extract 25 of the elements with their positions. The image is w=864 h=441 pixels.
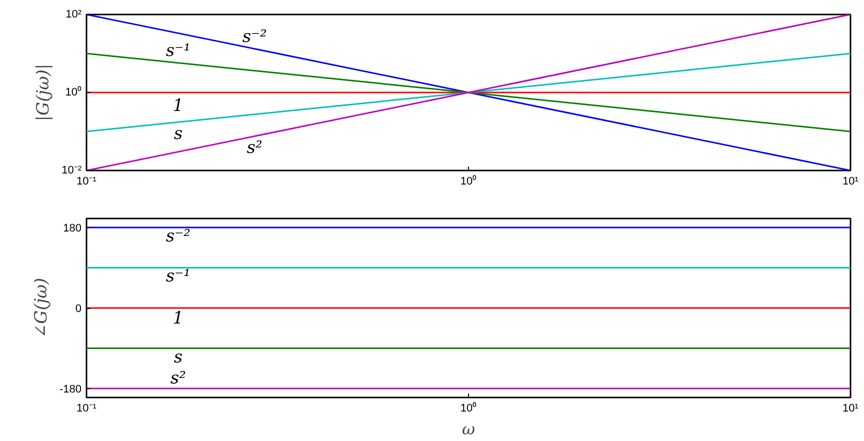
series-label: s: [174, 124, 183, 144]
y-tick-label: 0: [75, 303, 82, 315]
y-tick-label: 10²: [66, 8, 82, 20]
x-tick-label: 10¹: [842, 402, 859, 414]
y-axis-title: ∠G(jω): [31, 278, 52, 338]
series-label: s⁻²: [166, 226, 191, 246]
y-axis-title: |G(jω)|: [34, 64, 54, 122]
series-label: s²: [170, 368, 186, 389]
series-label: s⁻¹: [166, 266, 190, 287]
y-tick-label: 180: [63, 222, 82, 234]
x-tick-label: 10⁻¹: [76, 176, 97, 188]
x-tick-label: 10⁰: [460, 174, 477, 188]
series-label: s⁻²: [242, 26, 268, 47]
x-tick-label: 10⁰: [460, 402, 477, 414]
y-tick-label: 10⁰: [65, 86, 82, 98]
x-tick-label: 10⁻¹: [76, 402, 97, 414]
x-tick-label: 10¹: [842, 176, 859, 188]
series-label: 1: [172, 96, 184, 116]
series-label: s: [174, 347, 183, 368]
series-label: s²: [246, 138, 263, 158]
series-label: s⁻¹: [166, 40, 190, 61]
y-tick-label: -180: [59, 384, 82, 396]
x-axis-title: ω: [462, 420, 476, 438]
series-label: 1: [172, 308, 184, 328]
y-tick-label: 10⁻²: [62, 164, 82, 176]
